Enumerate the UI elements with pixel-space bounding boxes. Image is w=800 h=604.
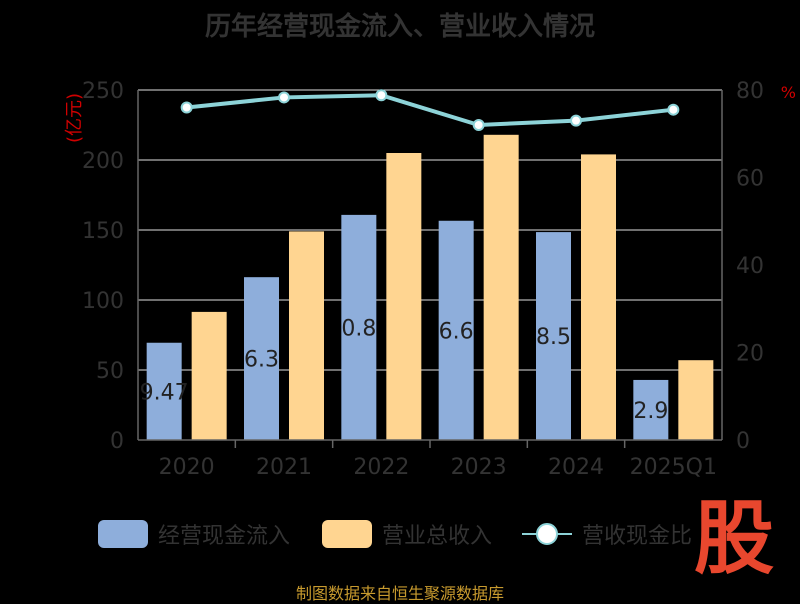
x-tick-label: 2022 — [353, 455, 409, 480]
bar-cash-inflow — [341, 214, 377, 440]
bar-revenue — [483, 134, 519, 441]
line-point-ratio — [375, 89, 388, 102]
chart-title: 历年经营现金流入、营业收入情况 — [204, 12, 595, 42]
y-left-tick-label: 0 — [110, 429, 124, 454]
data-label: 9.47 — [140, 380, 189, 405]
y-left-tick-label: 50 — [96, 359, 124, 384]
y-left-tick-label: 150 — [82, 219, 124, 244]
legend-label-revenue: 营业总收入 — [382, 524, 493, 549]
line-point-ratio — [667, 103, 680, 116]
x-tick-label: 2021 — [256, 455, 312, 480]
legend: 经营现金流入 营业总收入 营收现金比 — [0, 514, 800, 558]
y-right-tick-label: 0 — [736, 429, 750, 454]
y-axis-left-label: (亿元) — [64, 93, 85, 143]
data-label: 0.8 — [341, 316, 376, 341]
bar-revenue — [191, 311, 227, 440]
data-labels: 9.47 6.3 0.8 6.6 8.5 2.9 — [140, 316, 669, 424]
x-tick-label: 2024 — [548, 455, 604, 480]
y-right-tick-label: 60 — [736, 167, 764, 192]
legend-label-cash-inflow: 经营现金流入 — [158, 524, 291, 549]
bar-cash-inflow — [536, 232, 571, 440]
legend-item-ratio[interactable]: 营收现金比 — [522, 514, 692, 554]
bar-revenue — [581, 154, 616, 440]
y-left-tick-label: 200 — [82, 149, 124, 174]
x-tick-label: 2023 — [451, 455, 507, 480]
y-axis-right-label: % — [781, 83, 796, 102]
line-series — [180, 89, 680, 131]
y-right-tick-label: 80 — [736, 79, 764, 104]
grid-lines — [138, 89, 722, 371]
axes: 0 50 100 150 200 250 0 20 40 60 80 2020 2021 2022 2023… — [82, 79, 764, 480]
x-tick-label: 2025Q1 — [630, 455, 717, 480]
brand-logo: 股 — [694, 492, 774, 585]
bar-cash-inflow — [438, 220, 474, 440]
y-right-tick-label: 40 — [736, 254, 764, 279]
legend-swatch-cash-inflow — [98, 520, 148, 548]
data-source-note: 制图数据来自恒生聚源数据库 — [295, 584, 504, 603]
y-left-tick-label: 100 — [82, 289, 124, 314]
data-label: 6.3 — [244, 348, 279, 373]
bar-revenue — [289, 231, 324, 440]
bar-cash-inflow — [633, 379, 669, 440]
bar-cash-inflow — [244, 277, 279, 440]
y-left-tick-label: 250 — [82, 79, 124, 104]
line-point-ratio — [570, 114, 582, 127]
line-point-ratio — [278, 91, 290, 104]
bar-revenue — [678, 360, 714, 440]
x-tick-label: 2020 — [159, 455, 215, 480]
bar-cash-inflow — [146, 342, 182, 440]
line-ratio — [186, 93, 674, 128]
legend-label-ratio: 营收现金比 — [582, 524, 693, 549]
bar-marks — [146, 134, 714, 441]
data-label: 2.9 — [633, 399, 668, 424]
y-right-tick-label: 20 — [736, 342, 764, 367]
data-label: 8.5 — [536, 325, 571, 350]
line-point-ratio — [472, 119, 485, 131]
bar-revenue — [386, 153, 422, 440]
legend-item-revenue[interactable]: 营业总收入 — [322, 514, 492, 554]
data-label: 6.6 — [439, 319, 474, 344]
line-point-ratio — [180, 101, 193, 114]
legend-item-cash-inflow[interactable]: 经营现金流入 — [98, 514, 290, 554]
legend-swatch-revenue — [322, 520, 372, 548]
legend-swatch-ratio — [522, 520, 572, 548]
